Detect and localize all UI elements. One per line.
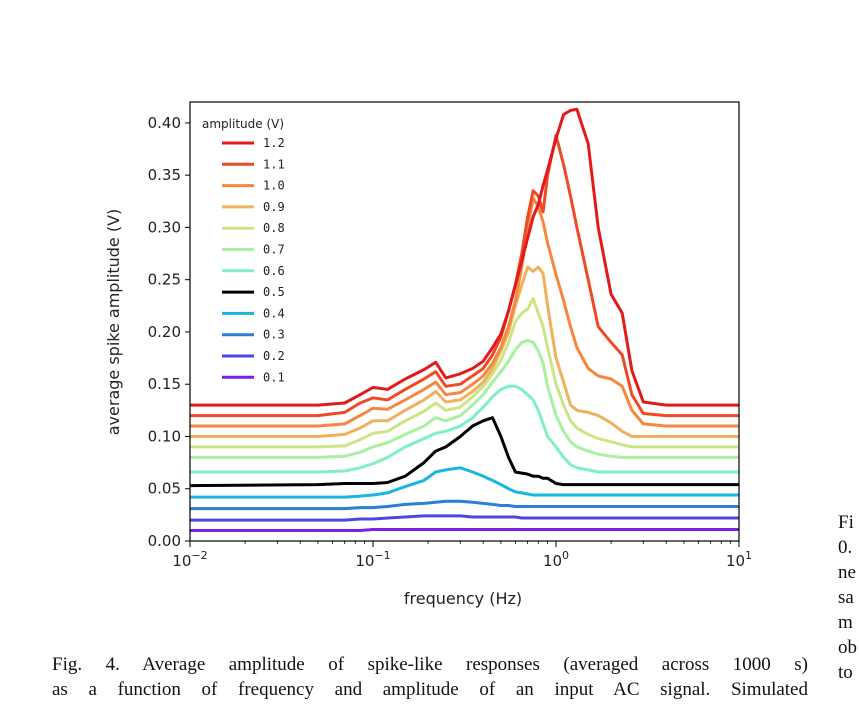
figure-caption: Fig. 4. Average amplitude of spike-like … — [52, 652, 808, 702]
series-line-0.7 — [190, 338, 739, 459]
plot-frame — [189, 101, 740, 542]
series-line-0.8 — [190, 297, 739, 449]
caption-line-2: as a function of frequency and amplitude… — [52, 679, 808, 700]
x-tick-label: 10−2 — [172, 549, 207, 570]
legend-label: 0.7 — [263, 243, 285, 257]
y-tick-label: 0.25 — [148, 271, 181, 289]
legend-label: 0.4 — [263, 306, 285, 320]
legend-label: 0.9 — [263, 200, 285, 214]
side-column-line: ne — [838, 562, 856, 583]
y-axis-label: average spike amplitude (V) — [104, 209, 123, 436]
legend-label: 1.0 — [263, 179, 285, 193]
y-tick-label: 0.20 — [148, 323, 181, 341]
y-tick-label: 0.30 — [148, 218, 181, 236]
x-axis-label: frequency (Hz) — [404, 589, 522, 608]
y-tick-label: 0.10 — [148, 427, 181, 445]
series-line-0.6 — [190, 384, 739, 474]
side-column-text: Fi 0. ne sa m ob to — [838, 510, 859, 685]
series-line-0.2 — [190, 514, 739, 522]
side-column-line: to — [838, 662, 853, 683]
x-tick-label: 10−1 — [355, 549, 390, 570]
legend: amplitude (V) 1.2 1.1 1.0 0.9 0.8 0.7 0.6 0.5 0.… — [202, 117, 285, 384]
series-line-1.2 — [190, 107, 739, 407]
caption-line-1: Fig. 4. Average amplitude of spike-like … — [52, 654, 808, 675]
legend-label: 0.5 — [263, 285, 285, 299]
series-line-0.4 — [190, 466, 739, 499]
y-tick-label: 0.15 — [148, 375, 181, 393]
series-lines — [190, 107, 739, 532]
side-column-line: ob — [838, 637, 857, 658]
side-column-line: Fi — [838, 512, 854, 533]
side-column-line: sa — [838, 587, 854, 608]
y-tick-label: 0.05 — [148, 480, 181, 498]
side-column-line: 0. — [838, 537, 853, 558]
series-line-0.5 — [190, 416, 739, 488]
series-line-0.3 — [190, 499, 739, 511]
x-axis: 10−2 10−1 100 101 — [172, 541, 752, 570]
series-line-1.1 — [190, 133, 739, 418]
legend-label: 1.2 — [263, 136, 285, 150]
legend-label: 0.8 — [263, 221, 285, 235]
legend-label: 0.6 — [263, 264, 285, 278]
legend-label: 1.1 — [263, 157, 285, 171]
y-tick-label: 0.00 — [148, 532, 181, 550]
legend-label: 0.1 — [263, 370, 285, 384]
series-line-0.1 — [190, 528, 739, 532]
y-tick-label: 0.35 — [148, 166, 181, 184]
legend-label: 0.2 — [263, 349, 285, 363]
series-line-0.9 — [190, 265, 739, 438]
y-tick-label: 0.40 — [148, 114, 181, 132]
y-axis: 0.00 0.05 0.10 0.15 0.20 0.25 0.30 0.35 0.40 — [148, 114, 190, 550]
x-tick-label: 101 — [726, 549, 752, 570]
legend-title: amplitude (V) — [202, 117, 284, 131]
side-column-line: m — [838, 612, 853, 633]
x-tick-label: 100 — [543, 549, 569, 570]
legend-label: 0.3 — [263, 328, 285, 342]
